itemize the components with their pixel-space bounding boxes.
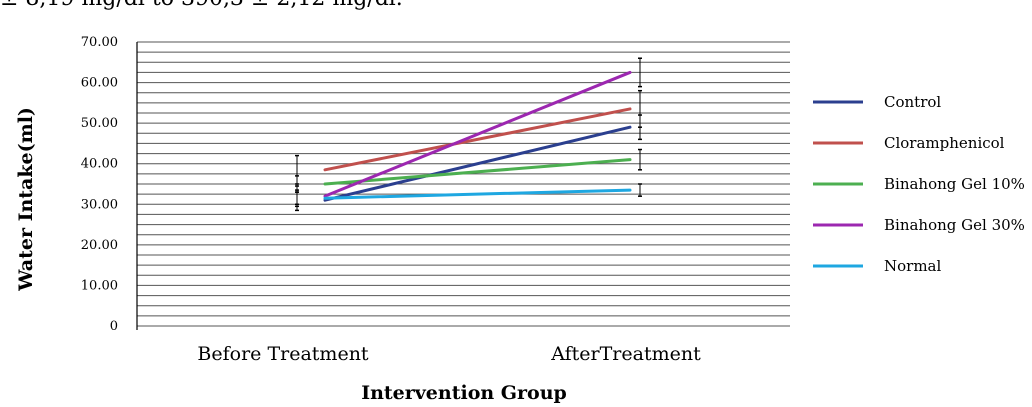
series-lines xyxy=(323,70,632,202)
y-tick-label: 20.00 xyxy=(81,238,118,253)
y-tick-label: 0 xyxy=(110,319,118,334)
legend-label: Binahong Gel 30% xyxy=(884,216,1025,234)
y-tick-labels: 0 10.00 20.00 30.00 40.00 50.00 60.00 70.00 xyxy=(81,35,118,334)
series-line xyxy=(323,107,632,172)
x-axis-title: Intervention Group xyxy=(361,382,567,404)
series-line xyxy=(323,158,632,186)
series-line xyxy=(323,70,632,198)
x-category-labels: Before Treatment AfterTreatment xyxy=(197,343,701,365)
y-axis-title: Water Intake(ml) xyxy=(15,107,37,292)
legend-label: Cloramphenicol xyxy=(884,134,1005,152)
x-category-label: AfterTreatment xyxy=(550,343,701,365)
legend-label: Binahong Gel 10% xyxy=(884,175,1025,193)
series-line xyxy=(323,125,632,202)
y-tick-label: 30.00 xyxy=(81,197,118,212)
legend-label: Control xyxy=(884,93,941,111)
y-tick-label: 40.00 xyxy=(81,157,118,172)
y-tick-label: 50.00 xyxy=(81,116,118,131)
error-bars xyxy=(295,57,642,212)
gridlines xyxy=(137,41,790,327)
cropped-header-text: ± 8,19 mg/dl to 390,3 ± 2,12 mg/dl. xyxy=(0,0,403,11)
y-tick-label: 70.00 xyxy=(81,35,118,50)
y-tick-label: 60.00 xyxy=(81,76,118,91)
legend: Control Cloramphenicol Binahong Gel 10% Bin… xyxy=(813,93,1025,275)
y-tick-label: 10.00 xyxy=(81,278,118,293)
x-category-label: Before Treatment xyxy=(197,343,369,365)
legend-label: Normal xyxy=(884,257,941,275)
series-line xyxy=(323,188,632,200)
